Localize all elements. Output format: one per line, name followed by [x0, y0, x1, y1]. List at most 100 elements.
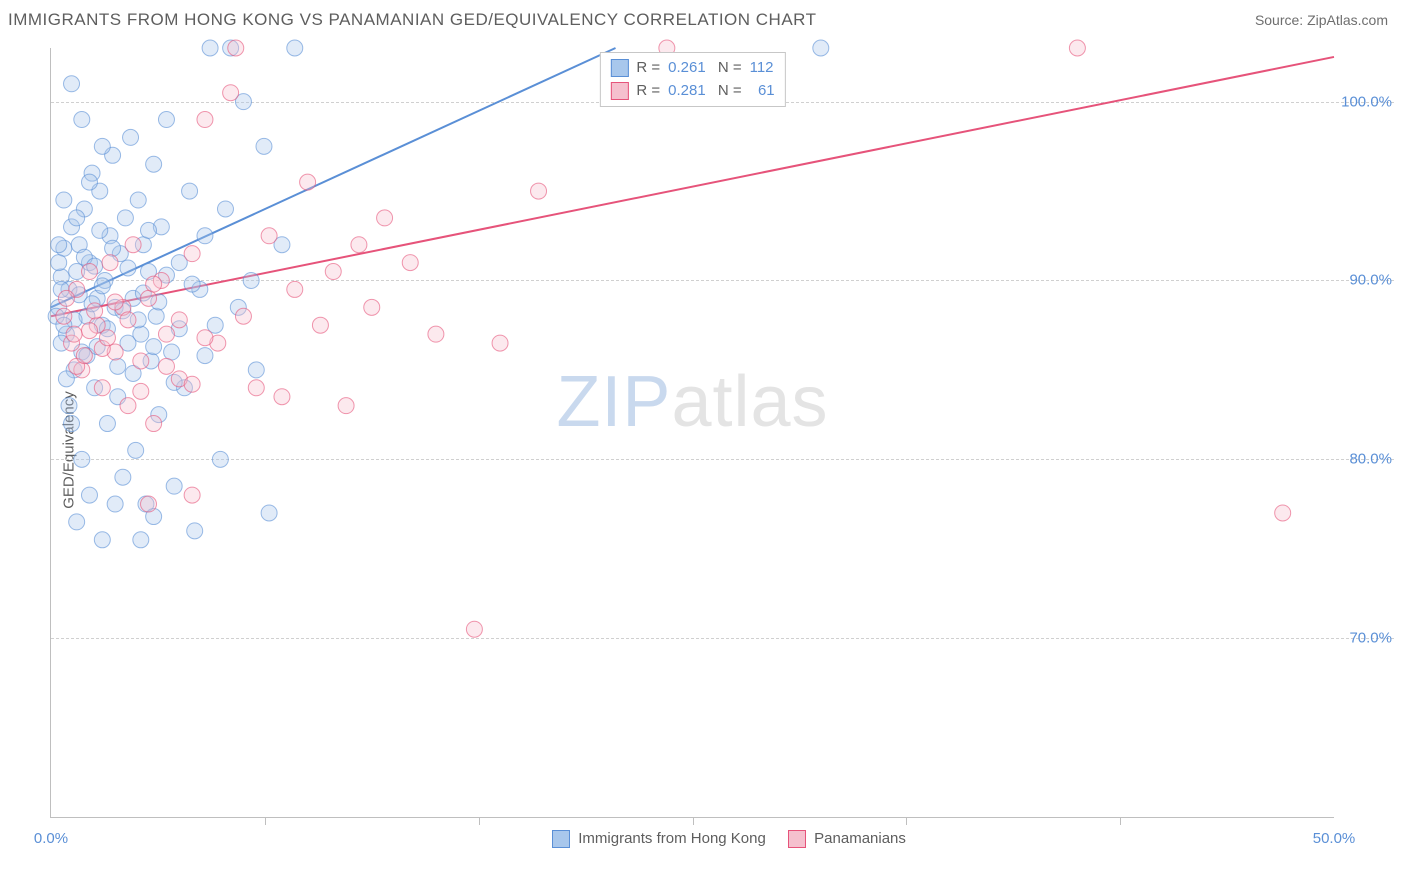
data-point — [58, 290, 74, 306]
plot-svg — [51, 48, 1334, 817]
bottom-swatch-2 — [788, 830, 806, 848]
plot-region: ZIPatlas R = 0.261 N = 112 R = 0.281 N =… — [50, 48, 1334, 818]
data-point — [146, 416, 162, 432]
data-point — [56, 308, 72, 324]
data-point — [120, 398, 136, 414]
data-point — [248, 362, 264, 378]
bottom-legend-label-2: Panamanians — [814, 830, 906, 847]
data-point — [115, 469, 131, 485]
data-point — [74, 451, 90, 467]
data-point — [146, 339, 162, 355]
data-point — [197, 330, 213, 346]
data-point — [197, 228, 213, 244]
chart-area: GED/Equivalency ZIPatlas R = 0.261 N = 1… — [46, 48, 1394, 852]
data-point — [184, 376, 200, 392]
data-point — [402, 255, 418, 271]
data-point — [141, 496, 157, 512]
data-point — [128, 442, 144, 458]
bottom-swatch-1 — [552, 830, 570, 848]
data-point — [364, 299, 380, 315]
data-point — [187, 523, 203, 539]
data-point — [99, 416, 115, 432]
data-point — [102, 255, 118, 271]
data-point — [148, 308, 164, 324]
data-point — [133, 326, 149, 342]
data-point — [184, 246, 200, 262]
data-point — [120, 260, 136, 276]
data-point — [117, 210, 133, 226]
data-point — [74, 112, 90, 128]
data-point — [51, 255, 67, 271]
legend-row-2: R = 0.281 N = 61 — [610, 80, 774, 103]
data-point — [81, 323, 97, 339]
data-point — [99, 330, 115, 346]
data-point — [428, 326, 444, 342]
y-tick-label: 90.0% — [1349, 272, 1392, 289]
data-point — [105, 240, 121, 256]
data-point — [133, 353, 149, 369]
source-link[interactable]: ZipAtlas.com — [1307, 12, 1388, 28]
header: IMMIGRANTS FROM HONG KONG VS PANAMANIAN … — [0, 0, 1406, 40]
legend-r-label-2: R = — [636, 80, 660, 103]
data-point — [228, 40, 244, 56]
data-point — [166, 478, 182, 494]
data-point — [261, 505, 277, 521]
y-tick-label: 70.0% — [1349, 630, 1392, 647]
data-point — [130, 192, 146, 208]
data-point — [51, 237, 67, 253]
bottom-legend: Immigrants from Hong Kong Panamanians — [46, 830, 1394, 848]
legend-n-label-1: N = — [714, 57, 742, 80]
y-tick-label: 80.0% — [1349, 451, 1392, 468]
data-point — [212, 451, 228, 467]
data-point — [300, 174, 316, 190]
data-point — [125, 237, 141, 253]
data-point — [94, 278, 110, 294]
data-point — [466, 621, 482, 637]
data-point — [133, 383, 149, 399]
data-point — [120, 312, 136, 328]
data-point — [312, 317, 328, 333]
data-point — [76, 348, 92, 364]
data-point — [171, 312, 187, 328]
data-point — [69, 514, 85, 530]
data-point — [81, 487, 97, 503]
legend-row-1: R = 0.261 N = 112 — [610, 57, 774, 80]
data-point — [256, 138, 272, 154]
data-point — [325, 264, 341, 280]
data-point — [94, 380, 110, 396]
data-point — [182, 183, 198, 199]
data-point — [492, 335, 508, 351]
legend-r-value-1: 0.261 — [668, 57, 706, 80]
legend-n-value-2: 61 — [750, 80, 775, 103]
data-point — [287, 40, 303, 56]
correlation-legend: R = 0.261 N = 112 R = 0.281 N = 61 — [599, 52, 785, 107]
data-point — [141, 290, 157, 306]
legend-n-value-1: 112 — [750, 57, 774, 80]
y-tick-label: 100.0% — [1341, 93, 1392, 110]
chart-title: IMMIGRANTS FROM HONG KONG VS PANAMANIAN … — [8, 10, 817, 30]
data-point — [133, 532, 149, 548]
bottom-legend-label-1: Immigrants from Hong Kong — [578, 830, 766, 847]
data-point — [56, 192, 72, 208]
data-point — [158, 358, 174, 374]
swatch-series-2 — [610, 82, 628, 100]
data-point — [248, 380, 264, 396]
data-point — [87, 303, 103, 319]
data-point — [243, 272, 259, 288]
data-point — [66, 326, 82, 342]
data-point — [184, 487, 200, 503]
data-point — [107, 294, 123, 310]
data-point — [110, 358, 126, 374]
data-point — [351, 237, 367, 253]
data-point — [1275, 505, 1291, 521]
legend-r-value-2: 0.281 — [668, 80, 706, 103]
data-point — [146, 276, 162, 292]
data-point — [531, 183, 547, 199]
data-point — [94, 138, 110, 154]
source-label: Source: — [1255, 12, 1307, 28]
data-point — [235, 308, 251, 324]
data-point — [107, 496, 123, 512]
data-point — [197, 348, 213, 364]
legend-r-label-1: R = — [636, 57, 660, 80]
data-point — [61, 398, 77, 414]
